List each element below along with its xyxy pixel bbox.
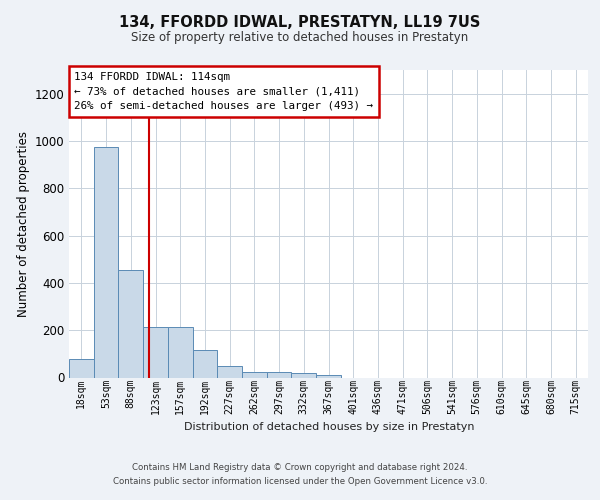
Bar xyxy=(118,270,143,378)
Text: 134, FFORDD IDWAL, PRESTATYN, LL19 7US: 134, FFORDD IDWAL, PRESTATYN, LL19 7US xyxy=(119,15,481,30)
Y-axis label: Number of detached properties: Number of detached properties xyxy=(17,130,30,317)
Bar xyxy=(217,366,242,378)
Text: Contains public sector information licensed under the Open Government Licence v3: Contains public sector information licen… xyxy=(113,476,487,486)
Text: 134 FFORDD IDWAL: 114sqm
← 73% of detached houses are smaller (1,411)
26% of sem: 134 FFORDD IDWAL: 114sqm ← 73% of detach… xyxy=(74,72,373,111)
Bar xyxy=(69,358,94,378)
Bar xyxy=(292,373,316,378)
Bar xyxy=(168,326,193,378)
Text: Contains HM Land Registry data © Crown copyright and database right 2024.: Contains HM Land Registry data © Crown c… xyxy=(132,463,468,472)
Bar xyxy=(193,350,217,378)
Bar xyxy=(267,372,292,378)
Text: Size of property relative to detached houses in Prestatyn: Size of property relative to detached ho… xyxy=(131,31,469,44)
Bar xyxy=(316,374,341,378)
Bar xyxy=(242,372,267,378)
Bar xyxy=(143,326,168,378)
Bar xyxy=(94,147,118,378)
Text: Distribution of detached houses by size in Prestatyn: Distribution of detached houses by size … xyxy=(184,422,474,432)
